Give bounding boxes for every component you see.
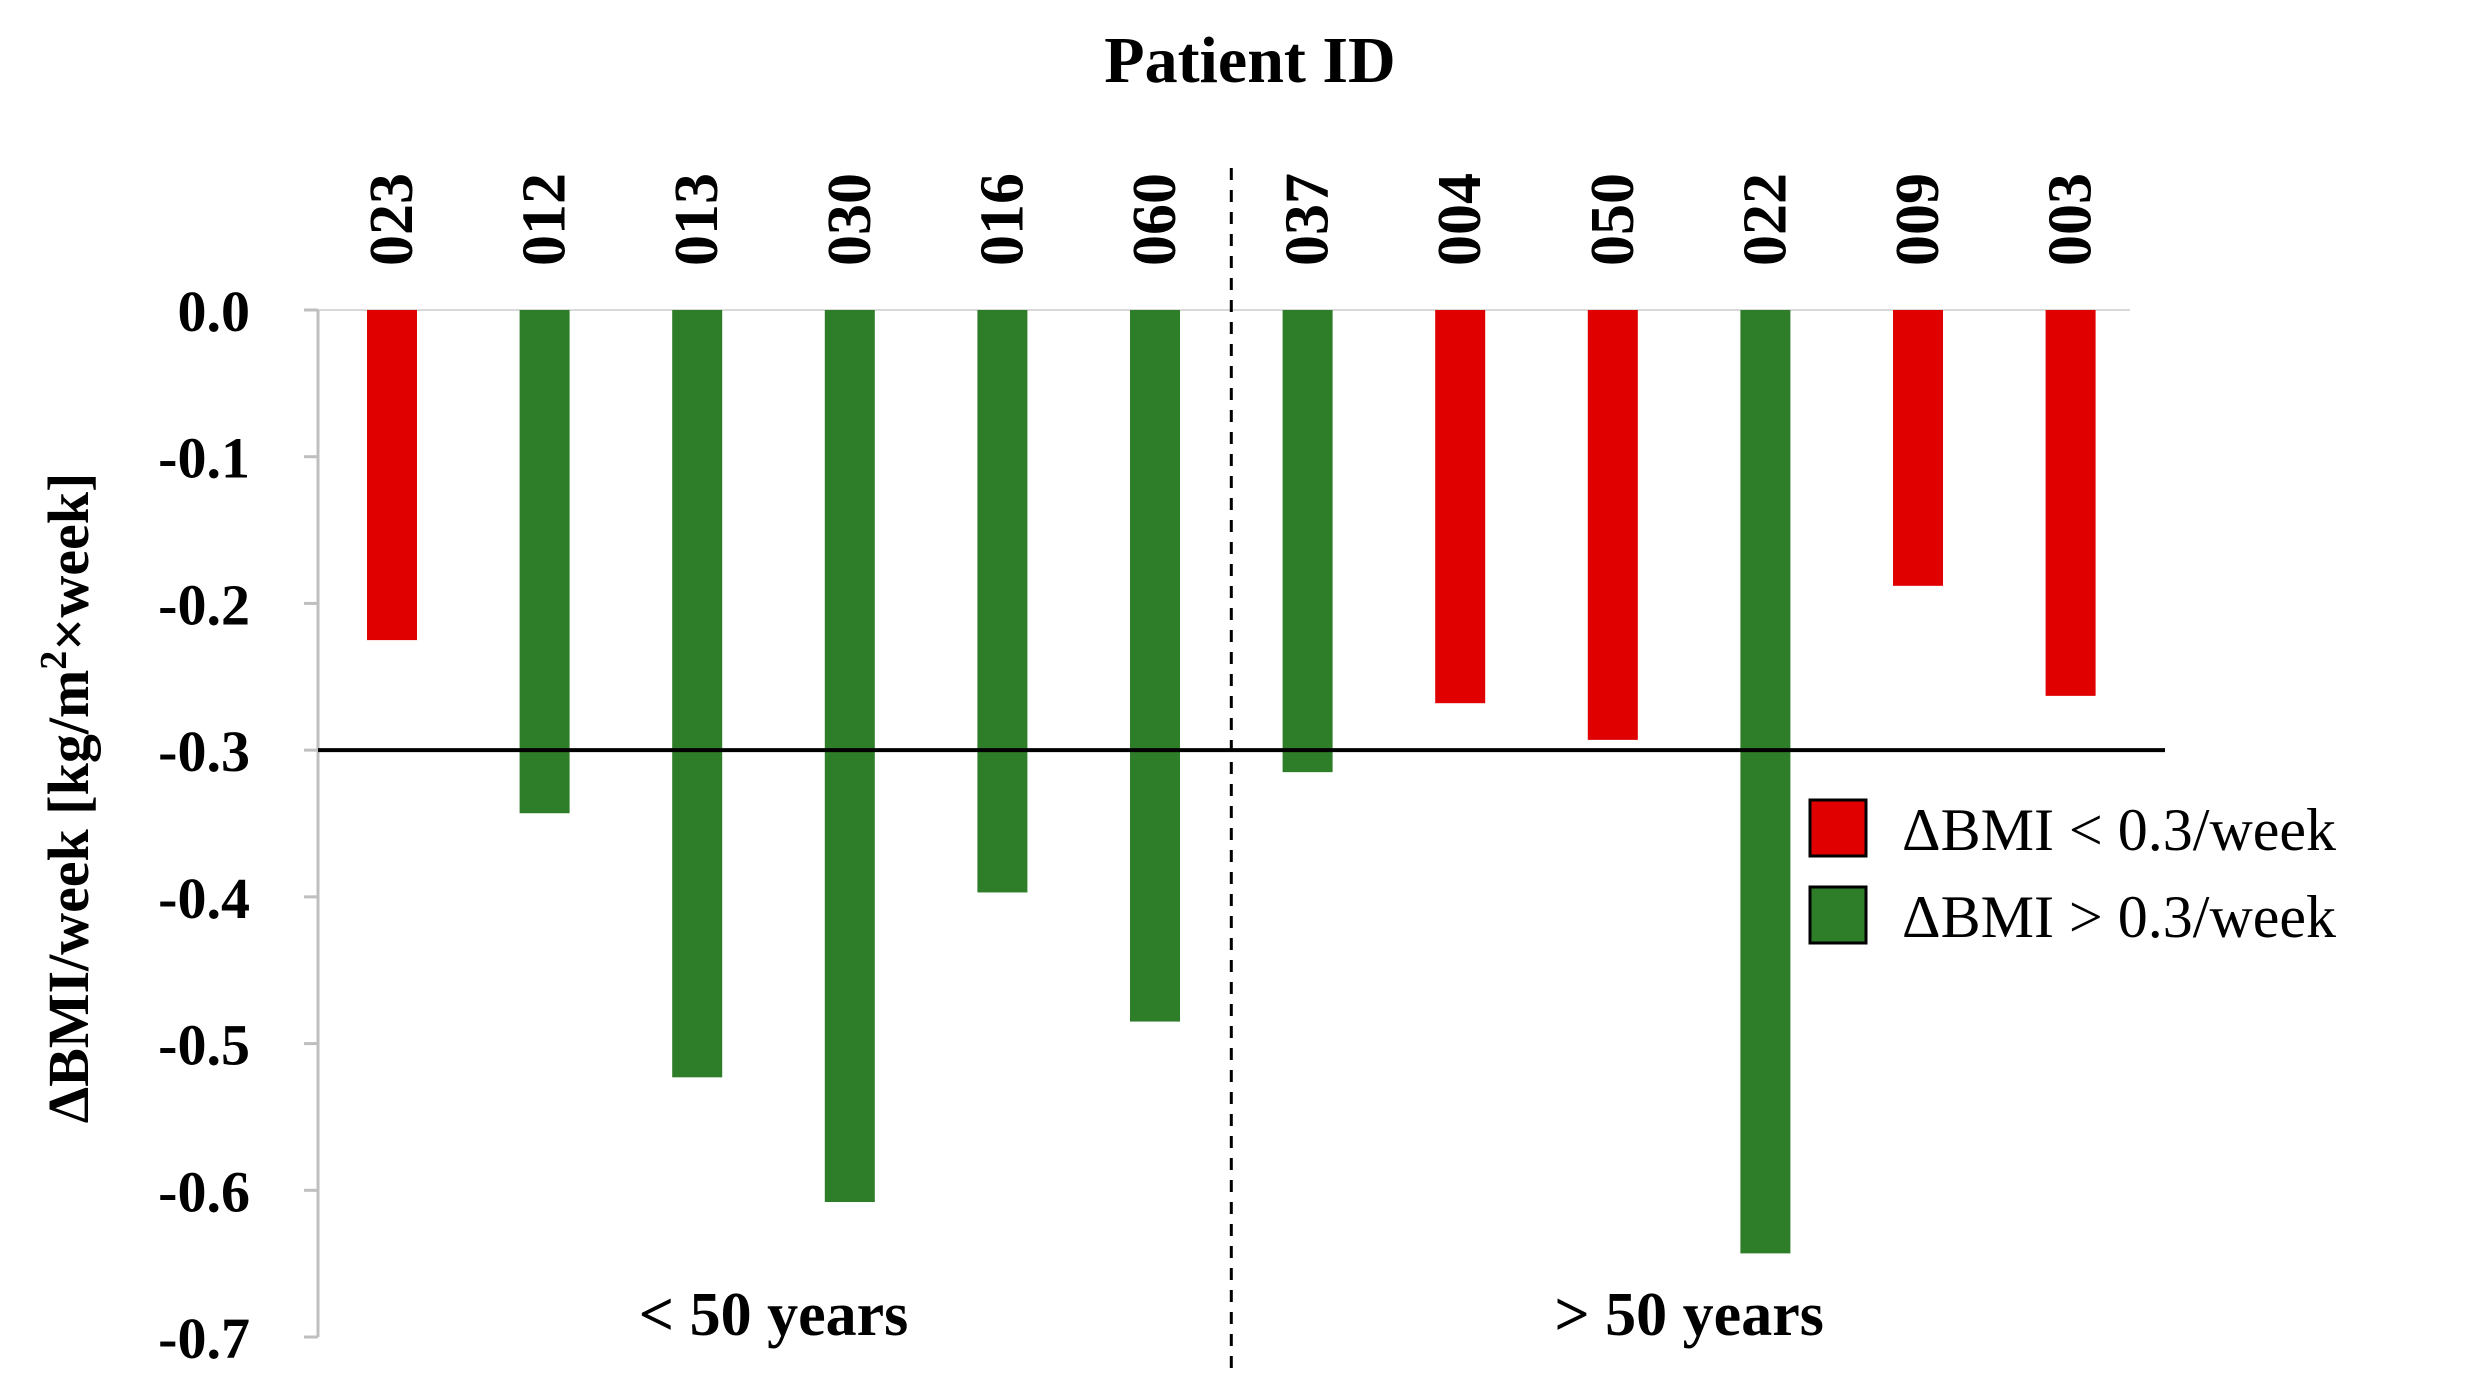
group-label-over-50: > 50 years [1554, 1281, 1824, 1349]
y-axis-label-base: ΔBMI/week [kg/m [36, 670, 101, 1124]
category-label: 023 [358, 173, 426, 266]
y-tick-label: -0.4 [158, 866, 250, 931]
legend-label-lt: ΔBMI < 0.3/week [1902, 797, 2336, 863]
y-axis-label-superscript: 2 [33, 651, 75, 670]
y-tick-label: -0.1 [158, 426, 250, 491]
category-label: 004 [1426, 173, 1494, 266]
category-label: 016 [968, 173, 1036, 266]
chart-title: Patient ID [1104, 24, 1395, 97]
bar-013 [672, 310, 723, 1078]
bar-016 [977, 310, 1028, 893]
bar-004 [1435, 310, 1486, 704]
legend: ΔBMI < 0.3/week ΔBMI > 0.3/week [1808, 797, 2336, 950]
reference-line-group [318, 168, 2165, 1368]
bars-group [367, 310, 2096, 1254]
legend-label-gt: ΔBMI > 0.3/week [1902, 884, 2336, 950]
y-axis-label-tail: ×week] [36, 473, 101, 651]
category-label: 060 [1121, 173, 1189, 266]
category-label: 009 [1884, 173, 1952, 266]
bar-050 [1587, 310, 1638, 740]
bar-022 [1740, 310, 1791, 1254]
category-label: 022 [1731, 173, 1799, 266]
category-label: 037 [1274, 173, 1342, 266]
category-label: 050 [1579, 173, 1647, 266]
category-label: 012 [511, 173, 579, 266]
bar-037 [1282, 310, 1333, 773]
legend-swatch-lt [1808, 798, 1868, 858]
bar-060 [1130, 310, 1180, 1022]
category-label: 013 [663, 173, 731, 266]
bar-023 [367, 310, 417, 641]
bar-012 [519, 310, 570, 814]
category-label: 003 [2037, 173, 2105, 266]
group-label-under-50: < 50 years [639, 1281, 909, 1349]
y-tick-label: -0.7 [158, 1306, 250, 1371]
category-label: 030 [816, 173, 884, 266]
y-axis: 0.0 -0.1 -0.2 -0.3 -0.4 -0.5 -0.6 -0.7 [158, 279, 320, 1371]
y-tick-label: -0.6 [158, 1159, 250, 1224]
y-axis-label: ΔBMI/week [kg/m2×week] [33, 473, 101, 1124]
bar-003 [2045, 310, 2096, 696]
group-labels: < 50 years > 50 years [639, 1281, 1824, 1349]
legend-swatch-gt [1808, 885, 1868, 945]
category-labels: 023 012 013 030 016 060 037 004 050 022 009 003 [358, 173, 2105, 266]
bar-030 [824, 310, 875, 1203]
bar-009 [1893, 310, 1943, 586]
y-tick-label: -0.5 [158, 1013, 250, 1078]
y-tick-label: -0.2 [158, 572, 250, 637]
y-tick-label: 0.0 [178, 279, 251, 344]
y-tick-label: -0.3 [158, 719, 250, 784]
